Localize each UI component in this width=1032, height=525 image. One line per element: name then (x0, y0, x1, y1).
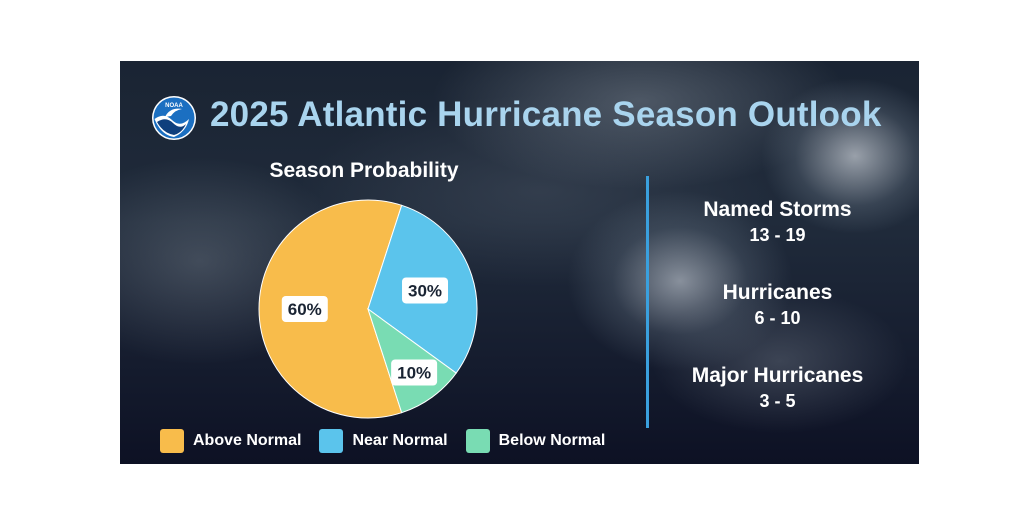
noaa-logo-icon: NOAA (152, 96, 196, 140)
section-divider (646, 176, 649, 428)
svg-text:10%: 10% (397, 363, 431, 382)
logo-text: NOAA (165, 103, 183, 109)
pie-label-near-normal: 30% (402, 277, 449, 304)
stat-value: 3 - 5 (759, 391, 796, 411)
svg-text:60%: 60% (288, 300, 322, 319)
legend-item-near-normal: Near Normal (319, 429, 448, 453)
stat-major-hurricanes: Major Hurricanes 3 - 5 (675, 363, 880, 413)
legend-label: Below Normal (498, 432, 606, 449)
chart-legend: Above Normal Near Normal Below Normal (160, 429, 623, 453)
season-probability-pie-chart: 60% 30% 10% (258, 199, 478, 419)
legend-label: Above Normal (193, 432, 302, 449)
legend-item-above-normal: Above Normal (160, 429, 301, 453)
svg-text:30%: 30% (408, 281, 442, 300)
pie-label-below-normal: 10% (391, 359, 438, 386)
legend-item-below-normal: Below Normal (465, 429, 606, 453)
stat-value: 6 - 10 (754, 308, 801, 328)
stat-value: 13 - 19 (749, 225, 806, 245)
legend-label: Near Normal (352, 432, 448, 449)
stat-label: Hurricanes (722, 281, 833, 304)
legend-swatch (319, 429, 344, 453)
outlook-banner: NOAA 2025 Atlantic Hurricane Season Outl… (120, 61, 919, 464)
page-title: 2025 Atlantic Hurricane Season Outlook (210, 95, 882, 134)
stat-label: Named Storms (703, 198, 852, 221)
pie-label-above-normal: 60% (281, 296, 328, 322)
pie-slice-above-normal (258, 199, 403, 419)
legend-swatch (160, 429, 184, 453)
stat-named-storms: Named Storms 13 - 19 (675, 197, 880, 247)
stat-hurricanes: Hurricanes 6 - 10 (675, 280, 880, 330)
stat-label: Major Hurricanes (691, 364, 864, 387)
legend-swatch (465, 429, 490, 453)
chart-title: Season Probability (269, 159, 459, 182)
